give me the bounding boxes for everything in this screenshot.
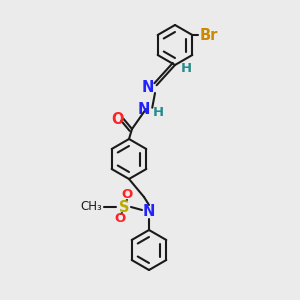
Text: O: O (112, 112, 124, 127)
Text: O: O (114, 212, 126, 226)
Text: CH₃: CH₃ (80, 200, 102, 214)
Text: H: H (181, 62, 192, 76)
Text: N: N (138, 101, 150, 116)
Text: Br: Br (199, 28, 218, 43)
Text: N: N (142, 80, 154, 94)
Text: S: S (119, 200, 129, 214)
Text: O: O (122, 188, 133, 202)
Text: H: H (153, 106, 164, 119)
Text: N: N (143, 205, 155, 220)
